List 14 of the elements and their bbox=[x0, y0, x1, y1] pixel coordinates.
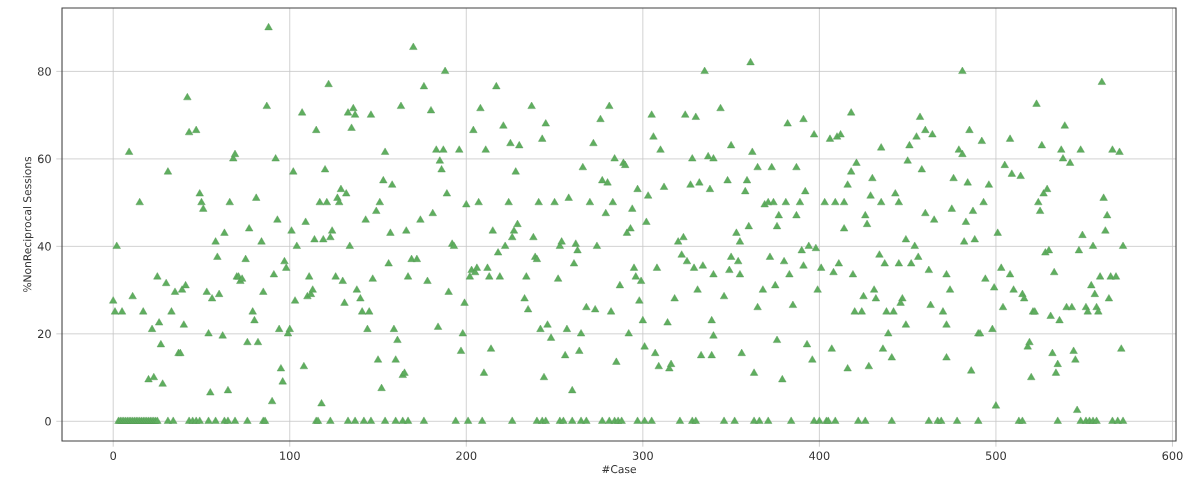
y-tick-label: 80 bbox=[37, 67, 51, 76]
y-tick-label: 20 bbox=[38, 329, 51, 339]
x-tick-label: 100 bbox=[280, 451, 300, 460]
x-tick-label: 600 bbox=[1162, 451, 1183, 460]
x-tick-label: 400 bbox=[809, 451, 830, 460]
y-tick-label: 40 bbox=[37, 242, 51, 251]
y-tick-label: 0 bbox=[45, 417, 51, 426]
x-tick-label: 0 bbox=[110, 451, 117, 460]
x-tick-label: 500 bbox=[985, 451, 1006, 460]
y-tick-label: 60 bbox=[37, 154, 51, 164]
y-axis-title: %NonReciprocal Sessions bbox=[23, 156, 34, 292]
x-tick-label: 300 bbox=[632, 451, 653, 460]
x-axis-title: #Case bbox=[602, 465, 636, 474]
x-tick-label: 200 bbox=[456, 451, 477, 460]
